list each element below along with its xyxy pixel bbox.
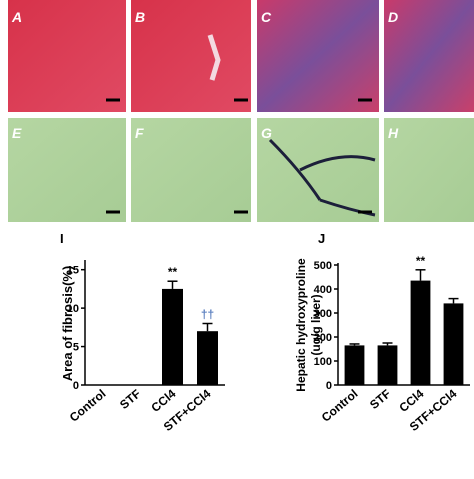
bar (162, 288, 183, 385)
micrograph (131, 118, 251, 222)
y-axis-label: Area of fibrosis(%) (60, 266, 75, 382)
y-axis-label: Hepatic hydroxyproline (294, 258, 308, 392)
y-tick-label: 400 (314, 284, 332, 296)
micrograph (384, 118, 474, 222)
panel-label: C (261, 9, 272, 25)
y-tick-label: 15 (67, 265, 79, 277)
chart-title: J (318, 231, 325, 246)
y-tick-label: 0 (326, 380, 332, 392)
bar (344, 345, 365, 385)
panel-label: F (135, 125, 144, 141)
x-tick-label: CCl4 (148, 386, 178, 415)
micrograph (131, 0, 251, 112)
micrograph (257, 118, 379, 222)
y-tick-label: 300 (314, 308, 332, 320)
annotation: †† (201, 308, 214, 322)
y-tick-label: 100 (314, 356, 332, 368)
panel-label: H (388, 125, 399, 141)
vessel (207, 34, 221, 81)
micrograph (384, 0, 474, 112)
scale-bars (106, 98, 372, 214)
y-tick-label: 5 (73, 342, 79, 354)
bar (377, 345, 398, 385)
micrograph (257, 0, 379, 112)
y-tick-label: 500 (314, 260, 332, 272)
micrograph (8, 118, 126, 222)
bar (197, 331, 218, 385)
y-axis-label: (ug/g liver) (309, 294, 323, 355)
panel-label: B (135, 9, 145, 25)
micrographs (8, 0, 474, 222)
annotation: ** (416, 254, 426, 268)
panel-label: E (12, 125, 22, 141)
micrograph (8, 0, 126, 112)
y-tick-label: 200 (314, 332, 332, 344)
chart-title: I (60, 231, 64, 246)
x-tick-label: STF (367, 387, 393, 412)
annotation: ** (168, 265, 178, 279)
bar (410, 280, 431, 385)
panel-label: G (261, 125, 272, 141)
x-tick-label: Control (67, 387, 109, 425)
fibrosis-septa (268, 138, 376, 217)
x-tick-label: STF (117, 387, 143, 412)
bar (443, 303, 464, 385)
y-tick-label: 10 (67, 303, 79, 315)
x-tick-label: Control (319, 387, 361, 425)
y-tick-label: 0 (73, 380, 79, 392)
panel-label: A (11, 9, 22, 25)
panel-label: D (388, 9, 398, 25)
